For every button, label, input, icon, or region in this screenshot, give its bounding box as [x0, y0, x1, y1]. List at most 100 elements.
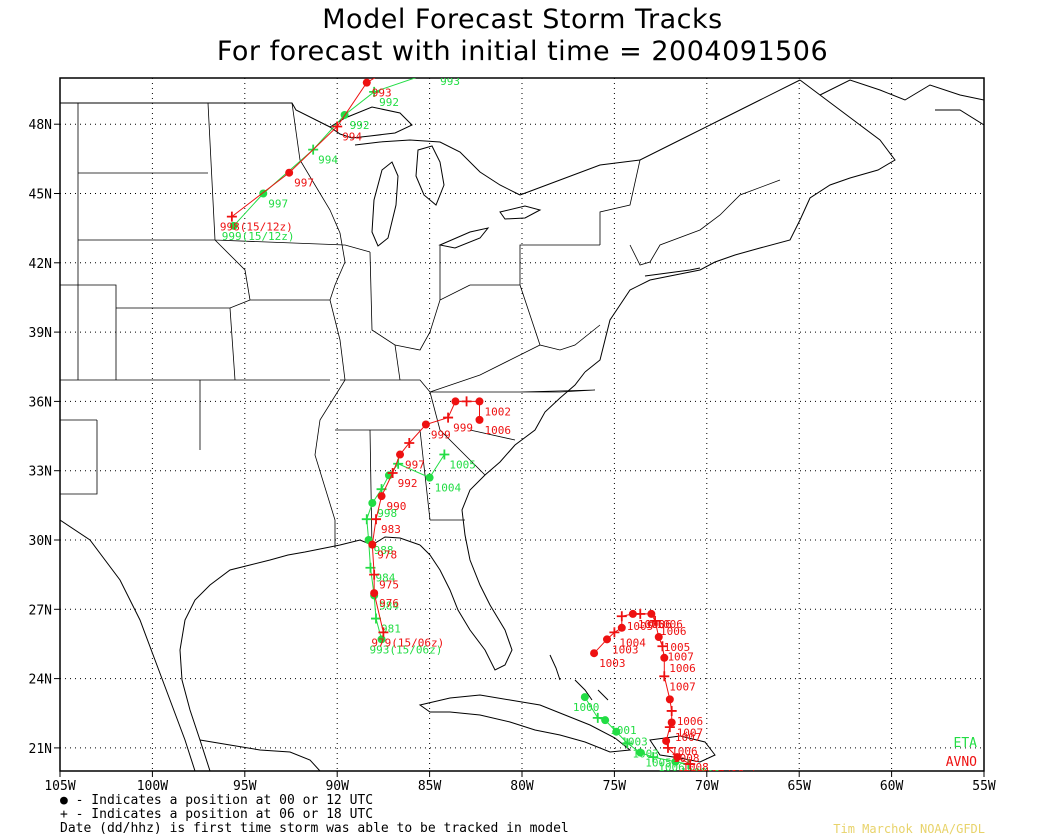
pressure-label: 999	[453, 422, 473, 435]
pressure-label: 998(15/12z)	[220, 221, 293, 234]
pressure-label: 994	[318, 154, 338, 167]
track-point-00-12	[285, 168, 294, 177]
pressure-label: 1006	[693, 768, 720, 781]
tick-label-lon: 75W	[603, 779, 627, 794]
storm-tracks: 993(15/06z)98198498498899810041005979(15…	[220, 52, 758, 781]
pressure-label: 984	[375, 572, 395, 585]
track-point-06-18	[622, 738, 633, 749]
pressure-label: 1006	[671, 745, 698, 758]
axes: 105W 100W 95W 90W 85W 80W 75W 70W 65W 60W 55W 21N 24…	[29, 118, 996, 794]
tick-label-lat: 42N	[29, 257, 52, 272]
pressure-label: 976	[379, 597, 399, 610]
track-point-06-18	[404, 437, 415, 448]
tick-label-lat: 39N	[29, 326, 52, 341]
track-point-06-18	[371, 514, 382, 525]
track-point-00-12	[662, 736, 671, 745]
tick-label-lat: 48N	[29, 118, 52, 133]
basemap	[60, 79, 984, 771]
pressure-label: 1006	[669, 662, 696, 675]
pressure-label: 1006	[645, 618, 672, 631]
track-point-06-18	[666, 705, 677, 716]
tick-label-lon: 105W	[44, 779, 75, 794]
pressure-label: 999(15/12z)	[222, 230, 295, 243]
pressure-label: 992	[398, 477, 418, 490]
track-point-00-12	[628, 609, 637, 618]
pressure-label: 1005	[664, 641, 691, 654]
tick-label-lon: 85W	[418, 779, 442, 794]
pressure-label: 988	[374, 544, 394, 557]
track-point-06-18	[592, 712, 603, 723]
legend-date-explanation: Date (dd/hhz) is first time storm was ab…	[60, 821, 569, 836]
pressure-label: 1008	[673, 752, 700, 765]
track-point-06-18	[439, 449, 450, 460]
lake-superior	[329, 106, 413, 139]
legend-entry: AVNO	[946, 755, 977, 770]
pressure-label: 990	[387, 500, 407, 513]
legend-plus-explanation: + - Indicates a position at 06 or 18 UTC	[60, 807, 374, 822]
hispaniola	[649, 735, 716, 763]
bahamas-3	[597, 689, 609, 701]
track-avno: 998(15/12z) 997 994 993 995	[220, 52, 414, 234]
track-point-06-18	[609, 627, 620, 638]
pressure-label: 993	[440, 75, 460, 88]
track-point-06-18	[443, 412, 454, 423]
pressure-label: 993(15/06z)	[370, 643, 443, 656]
pressure-label: 997	[268, 198, 288, 211]
track-point-06-18	[378, 627, 389, 638]
pressure-label: 997	[294, 177, 314, 190]
tick-label-lon: 70W	[695, 779, 719, 794]
gridlines	[60, 78, 984, 771]
track-point-06-18	[387, 468, 398, 479]
tick-label-lon: 90W	[325, 779, 349, 794]
track-line	[231, 78, 376, 217]
legend-entry: ETA	[954, 736, 978, 751]
track-point-06-18	[369, 569, 380, 580]
tick-label-lat: 30N	[29, 534, 52, 549]
track-point-00-12	[396, 450, 405, 459]
lake-ontario	[499, 205, 542, 220]
pressure-label: 1007	[669, 680, 696, 693]
track-point-00-12	[377, 492, 386, 501]
track-point-06-18	[404, 52, 414, 62]
track-point-00-12	[590, 649, 599, 658]
pressure-label: 979(15/06z)	[371, 636, 444, 649]
pressure-label: 978	[377, 549, 397, 562]
us-canada-border	[60, 102, 331, 128]
bahamas-1	[549, 654, 561, 681]
tick-label-lat: 27N	[29, 603, 52, 618]
bahamas-2	[574, 679, 593, 701]
track-point-06-18	[659, 671, 670, 682]
legend-dot-explanation: ● - Indicates a position at 00 or 12 UTC	[60, 793, 374, 808]
tick-label-lat: 21N	[29, 742, 52, 757]
track-point-00-12	[647, 609, 656, 618]
track-point-06-18	[371, 613, 382, 624]
track-point-06-18	[361, 514, 372, 525]
track-line	[233, 78, 417, 227]
tick-label-lon: 55W	[972, 779, 996, 794]
track-point-06-18	[685, 759, 696, 770]
track-point-00-12	[612, 727, 621, 736]
pressure-label: 1004	[435, 482, 462, 495]
track-point-06-18	[635, 608, 646, 619]
pressure-label: 1007	[677, 726, 704, 739]
long-island	[644, 267, 701, 277]
pressure-label: 1003	[612, 643, 639, 656]
track-point-00-12	[451, 397, 460, 406]
pressure-label: 1004	[619, 636, 646, 649]
tick-label-lat: 36N	[29, 395, 52, 410]
pressure-label: 1000	[573, 701, 600, 714]
pressure-label: 1008	[680, 766, 707, 779]
pressure-label: 992	[379, 96, 399, 109]
pressure-label: 984	[379, 599, 399, 612]
tick-label-lon: 100W	[137, 779, 168, 794]
track-point-00-12	[660, 653, 669, 662]
track-point-06-18	[662, 742, 673, 753]
pressure-label: 993	[372, 87, 392, 100]
mexico-west	[60, 519, 196, 771]
track-point-00-12	[475, 415, 484, 424]
pressure-label: 999	[431, 429, 451, 442]
tick-label-lat: 45N	[29, 188, 52, 203]
